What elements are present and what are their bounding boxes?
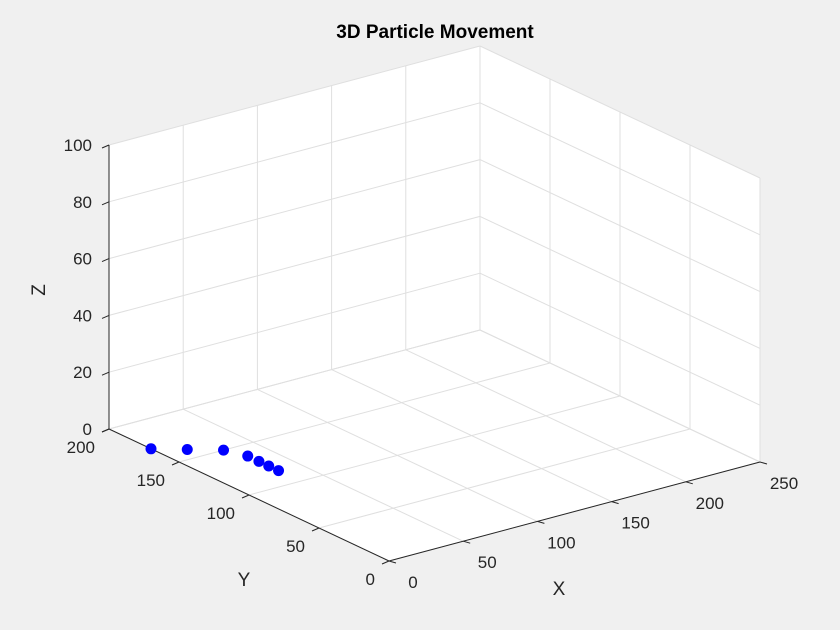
y-tick-label: 150 xyxy=(137,471,165,490)
x-tick-mark xyxy=(463,540,471,544)
grid-lines xyxy=(108,45,761,562)
y-axis-label: Y xyxy=(238,570,251,591)
grid-line-z-back xyxy=(108,45,481,146)
z-tick-mark xyxy=(101,428,110,433)
data-point xyxy=(218,444,230,456)
grid-line-y-floor xyxy=(248,395,621,496)
z-tick-label: 80 xyxy=(73,193,92,212)
grid-line-z-back xyxy=(108,272,481,373)
x-axis-line xyxy=(388,461,761,562)
y-tick-label: 200 xyxy=(67,438,95,457)
y-tick-mark xyxy=(171,461,180,466)
y-tick-label: 50 xyxy=(286,537,305,556)
x-tick-mark xyxy=(685,481,693,485)
data-point xyxy=(263,460,275,472)
grid-line-z-back xyxy=(108,329,481,430)
grid-line-z-right xyxy=(479,329,761,463)
data-point xyxy=(253,455,265,467)
x-tick-mark xyxy=(759,461,768,465)
data-points xyxy=(145,443,285,477)
data-point xyxy=(181,443,193,455)
grid-line-z-back xyxy=(108,102,481,203)
x-tick-mark xyxy=(388,560,397,564)
x-tick-label: 100 xyxy=(547,533,575,552)
z-tick-label: 60 xyxy=(73,250,92,269)
x-tick-label: 200 xyxy=(696,494,724,513)
z-tick-mark xyxy=(101,371,110,376)
grid-line-z-back xyxy=(108,159,481,260)
y-tick-mark xyxy=(241,494,250,499)
x-tick-label: 150 xyxy=(621,514,649,533)
z-tick-mark xyxy=(101,314,110,319)
grid-line-y-floor xyxy=(318,428,691,529)
y-tick-label: 100 xyxy=(207,504,235,523)
z-tick-label: 0 xyxy=(83,420,92,439)
grid-line-z-right xyxy=(479,159,761,293)
z-tick-mark xyxy=(101,258,110,263)
grid-line-z-right xyxy=(479,45,761,179)
chart-title: 3D Particle Movement xyxy=(336,22,534,43)
grid-line-z-right xyxy=(479,102,761,236)
grid-line-z-right xyxy=(479,272,761,406)
x-tick-mark xyxy=(537,520,545,524)
y-tick-mark xyxy=(381,560,390,565)
y-tick-mark xyxy=(311,527,320,532)
z-tick-label: 20 xyxy=(73,363,92,382)
data-point xyxy=(242,450,254,462)
grid-line-y-floor xyxy=(178,362,551,463)
x-tick-label: 50 xyxy=(478,553,497,572)
x-tick-label: 250 xyxy=(770,474,798,493)
z-axis-label: Z xyxy=(29,284,50,296)
x-axis-label: X xyxy=(553,579,566,600)
z-tick-label: 100 xyxy=(64,136,92,155)
grid-line-z-back xyxy=(108,215,481,316)
x-tick-label: 0 xyxy=(408,573,417,592)
x-tick-mark xyxy=(611,501,619,505)
z-tick-label: 40 xyxy=(73,306,92,325)
grid-line-z-right xyxy=(479,215,761,349)
z-tick-mark xyxy=(101,201,110,206)
data-point xyxy=(145,443,157,455)
y-tick-label: 0 xyxy=(366,570,375,589)
data-point xyxy=(273,465,285,477)
z-tick-mark xyxy=(101,144,110,149)
back-wall-pane xyxy=(109,46,480,429)
